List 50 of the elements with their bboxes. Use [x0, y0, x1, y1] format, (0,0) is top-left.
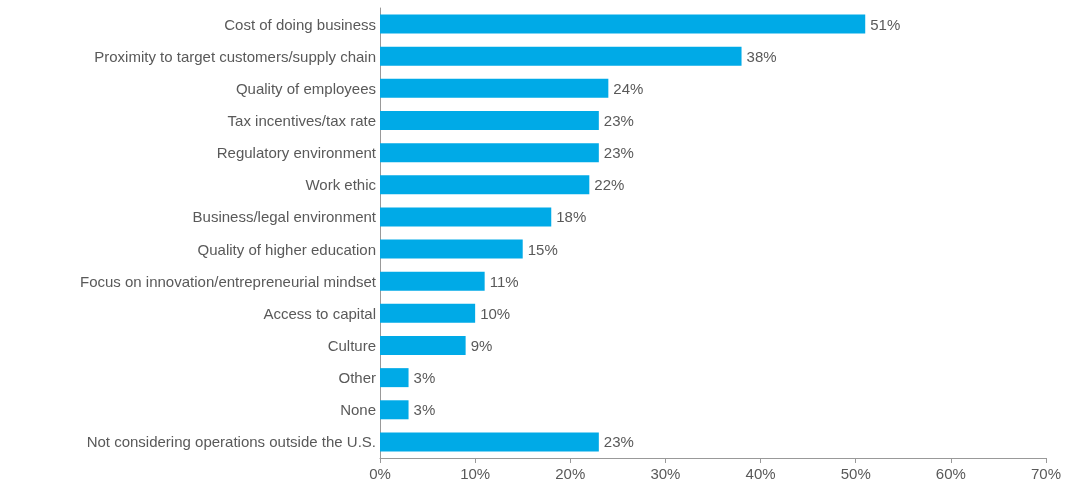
- bar: [380, 111, 599, 130]
- y-tick-label: Proximity to target customers/supply chain: [94, 47, 376, 65]
- x-tick-label: 70%: [1030, 465, 1062, 482]
- bar: [380, 368, 409, 388]
- y-tick-label: None: [340, 401, 376, 419]
- bar: [380, 175, 590, 195]
- x-tick-label: 20%: [555, 465, 586, 482]
- y-tick-label: Regulatory environment: [216, 144, 377, 162]
- y-tick-label: Culture: [327, 337, 376, 354]
- bar: [380, 143, 599, 163]
- bar: [380, 432, 599, 452]
- bar: [380, 207, 552, 227]
- y-tick-label: Quality of employees: [235, 79, 376, 97]
- bar: [380, 78, 609, 98]
- y-tick-label: Business/legal environment: [192, 208, 377, 226]
- data-label: 23%: [603, 144, 634, 162]
- y-tick-label: Other: [338, 369, 376, 387]
- x-tick-label: 30%: [650, 465, 681, 482]
- y-tick-label: Tax incentives/tax rate: [227, 112, 376, 129]
- data-label: 23%: [603, 112, 634, 129]
- bar: [380, 303, 476, 323]
- bar: [380, 400, 409, 420]
- y-tick-label: Access to capital: [263, 304, 376, 322]
- data-label: 22%: [594, 176, 625, 194]
- bar: [380, 271, 485, 291]
- y-tick-label: Quality of higher education: [197, 240, 376, 258]
- x-tick-label: 60%: [935, 465, 966, 482]
- data-label: 51%: [870, 15, 901, 33]
- bar: [380, 239, 523, 259]
- data-label: 11%: [489, 272, 519, 290]
- x-tick-label: 0%: [369, 465, 391, 482]
- data-label: 3%: [413, 369, 436, 387]
- bar: [380, 46, 742, 66]
- data-label: 10%: [480, 304, 511, 322]
- data-label: 3%: [413, 401, 436, 419]
- bar: [380, 14, 866, 34]
- x-tick-label: 10%: [460, 465, 491, 482]
- data-label: 24%: [613, 79, 644, 97]
- data-label: 18%: [556, 208, 587, 226]
- x-tick-label: 40%: [745, 465, 776, 482]
- data-label: 9%: [470, 337, 493, 354]
- y-tick-label: Not considering operations outside the U.S.: [86, 433, 376, 451]
- y-tick-label: Cost of doing business: [224, 15, 376, 33]
- data-label: 15%: [527, 240, 558, 258]
- y-tick-label: Focus on innovation/entrepreneurial mindset: [79, 272, 377, 290]
- bar: [380, 336, 466, 355]
- data-label: 38%: [746, 47, 777, 65]
- x-tick-label: 50%: [840, 465, 871, 482]
- y-tick-label: Work ethic: [305, 176, 377, 194]
- data-label: 23%: [603, 433, 634, 451]
